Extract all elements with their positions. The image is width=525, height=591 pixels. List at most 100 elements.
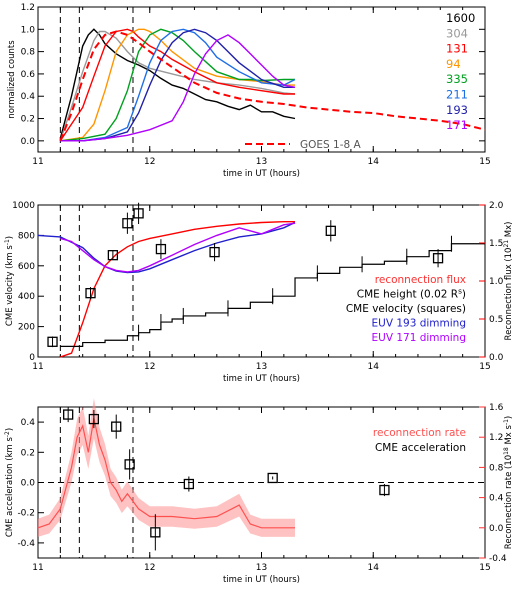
x-tick-label: 13 (256, 563, 267, 573)
legend-entry: 211 (446, 88, 468, 102)
y2-axis-label: Reconnection flux (1021 Mx) (503, 222, 515, 341)
legend-entry: CME velocity (squares) (346, 303, 466, 315)
y2-axis-label-part: 18 (503, 447, 510, 455)
y-axis-label: CME acceleration (km s-2) (4, 428, 16, 537)
legend-entry-part: s (458, 286, 462, 295)
accel-square (124, 459, 135, 470)
y-tick-label: 1000 (12, 201, 35, 211)
y-tick-label: 0 (29, 353, 35, 363)
y-axis-label-part: ) (5, 428, 15, 431)
legend-entry: 304 (446, 26, 468, 40)
accel-square (150, 527, 161, 538)
legend-entry: 131 (446, 42, 468, 56)
legend-entry: 193 (446, 103, 468, 117)
velocity-square (155, 243, 167, 255)
y-tick-label: 0.2 (21, 115, 35, 125)
y-axis-label: CME velocity (km s-1) (4, 236, 16, 326)
velocity-square (85, 288, 96, 299)
y2-tick-label: 1.6 (489, 403, 504, 413)
legend-entry: reconnection rate (373, 427, 466, 439)
x-tick-label: 12 (144, 563, 155, 573)
legend-entry: 335 (446, 72, 468, 86)
y-axis-label: normalized counts (7, 40, 17, 119)
y2-tick-label: 1.2 (489, 433, 503, 443)
x-tick-label: 15 (479, 362, 490, 372)
series-line-EUV-171-dimming (60, 222, 296, 273)
y2-tick-label: 1.0 (489, 277, 504, 287)
series-line-211 (60, 28, 296, 142)
y2-tick-label: 0.0 (489, 524, 504, 534)
accel-square (379, 484, 390, 496)
panel-3-right-axis: -0.4 0.0 0.4 0.8 1.2 1.6 Reconnection rate (10… (479, 403, 514, 564)
accel-square (88, 413, 100, 425)
y-tick-label: 0.4 (21, 92, 36, 102)
y2-axis-label-part: Reconnection rate (10 (504, 455, 514, 549)
legend-entry: EUV 171 dimming (372, 332, 467, 344)
y2-tick-label: -0.4 (489, 554, 507, 564)
cme-height-step (60, 243, 485, 347)
legend-entry-part: ) (462, 289, 466, 301)
accel-square (267, 472, 278, 484)
y2-tick-label: 0.0 (489, 353, 504, 363)
y-tick-label: 0.6 (21, 70, 36, 80)
series-line-reconnection-flux (60, 220, 295, 358)
series-line-193 (60, 28, 295, 142)
series-line-EUV-193-dimming (37, 221, 296, 274)
velocity-square (133, 208, 144, 219)
velocity-square (325, 225, 336, 236)
x-tick-label: 12 (144, 362, 155, 372)
x-tick-label: 13 (256, 362, 267, 372)
legend-entry: reconnection flux (375, 274, 466, 286)
legend-entry: CME height (0.02 Rs) (357, 286, 466, 301)
y-axis-label-part: CME velocity (km s (5, 245, 15, 326)
accel-square (111, 421, 122, 432)
velocity-square (107, 250, 119, 261)
x-tick-label: 11 (32, 157, 43, 167)
y2-axis-label: Reconnection rate (1018 Mx s-1) (503, 416, 515, 549)
panel-3-legend: reconnection rate CME acceleration (373, 427, 466, 454)
panel-1-axes: 11 12 13 14 15 0.0 0.2 0.4 0.6 0.8 1.0 1.2 time in U… (21, 3, 491, 179)
velocity-square (122, 218, 133, 229)
x-axis-label: time in UT (hours) (223, 575, 300, 585)
x-tick-label: 11 (32, 362, 43, 372)
velocity-square (47, 336, 58, 347)
legend-entry: 94 (446, 57, 461, 71)
y2-axis-label-part: -1 (503, 419, 510, 425)
y-axis-label-part: -1 (4, 239, 11, 245)
legend-entry: EUV 193 dimming (372, 318, 467, 330)
series-line-304 (59, 30, 296, 142)
reconnection-rate-band (38, 398, 295, 537)
x-tick-label: 14 (368, 157, 380, 167)
x-axis-label: time in UT (hours) (223, 169, 300, 179)
y-tick-label: 0.0 (21, 479, 36, 489)
y2-tick-label: 1.5 (489, 239, 503, 249)
y2-tick-label: 0.4 (489, 494, 504, 504)
panel-1-data: normalized counts (7, 7, 486, 152)
y-tick-label: 0.8 (21, 48, 36, 58)
y-tick-label: 600 (18, 262, 35, 272)
y-tick-label: 1.0 (21, 25, 36, 35)
y2-axis-label-part: Mx s (504, 424, 514, 447)
panel-2-right-axis: 0.0 0.5 1.0 1.5 2.0 Reconnection flux (1021 M… (479, 201, 514, 363)
series-line-171 (60, 34, 296, 142)
x-axis-label: time in UT (hours) (223, 374, 300, 384)
y-tick-label: -0.2 (17, 509, 35, 519)
legend-entry: 171 (446, 118, 468, 132)
y2-tick-label: 0.5 (489, 315, 503, 325)
y-tick-label: 800 (18, 231, 35, 241)
y-tick-label: 0.4 (21, 418, 36, 428)
x-tick-label: 15 (479, 157, 490, 167)
series-line-335 (60, 28, 295, 142)
legend-entry-part: CME height (0.02 R (357, 289, 458, 301)
y2-axis-label-part: Reconnection flux (10 (504, 248, 514, 341)
y-tick-label: -0.4 (17, 539, 35, 549)
accel-square (183, 478, 195, 490)
y-axis-label-part: CME acceleration (km s (5, 437, 15, 538)
velocity-square (209, 246, 220, 258)
y2-tick-label: 0.8 (489, 463, 504, 473)
y2-axis-label-part: ) (504, 416, 514, 419)
y-tick-label: 1.2 (21, 3, 35, 13)
